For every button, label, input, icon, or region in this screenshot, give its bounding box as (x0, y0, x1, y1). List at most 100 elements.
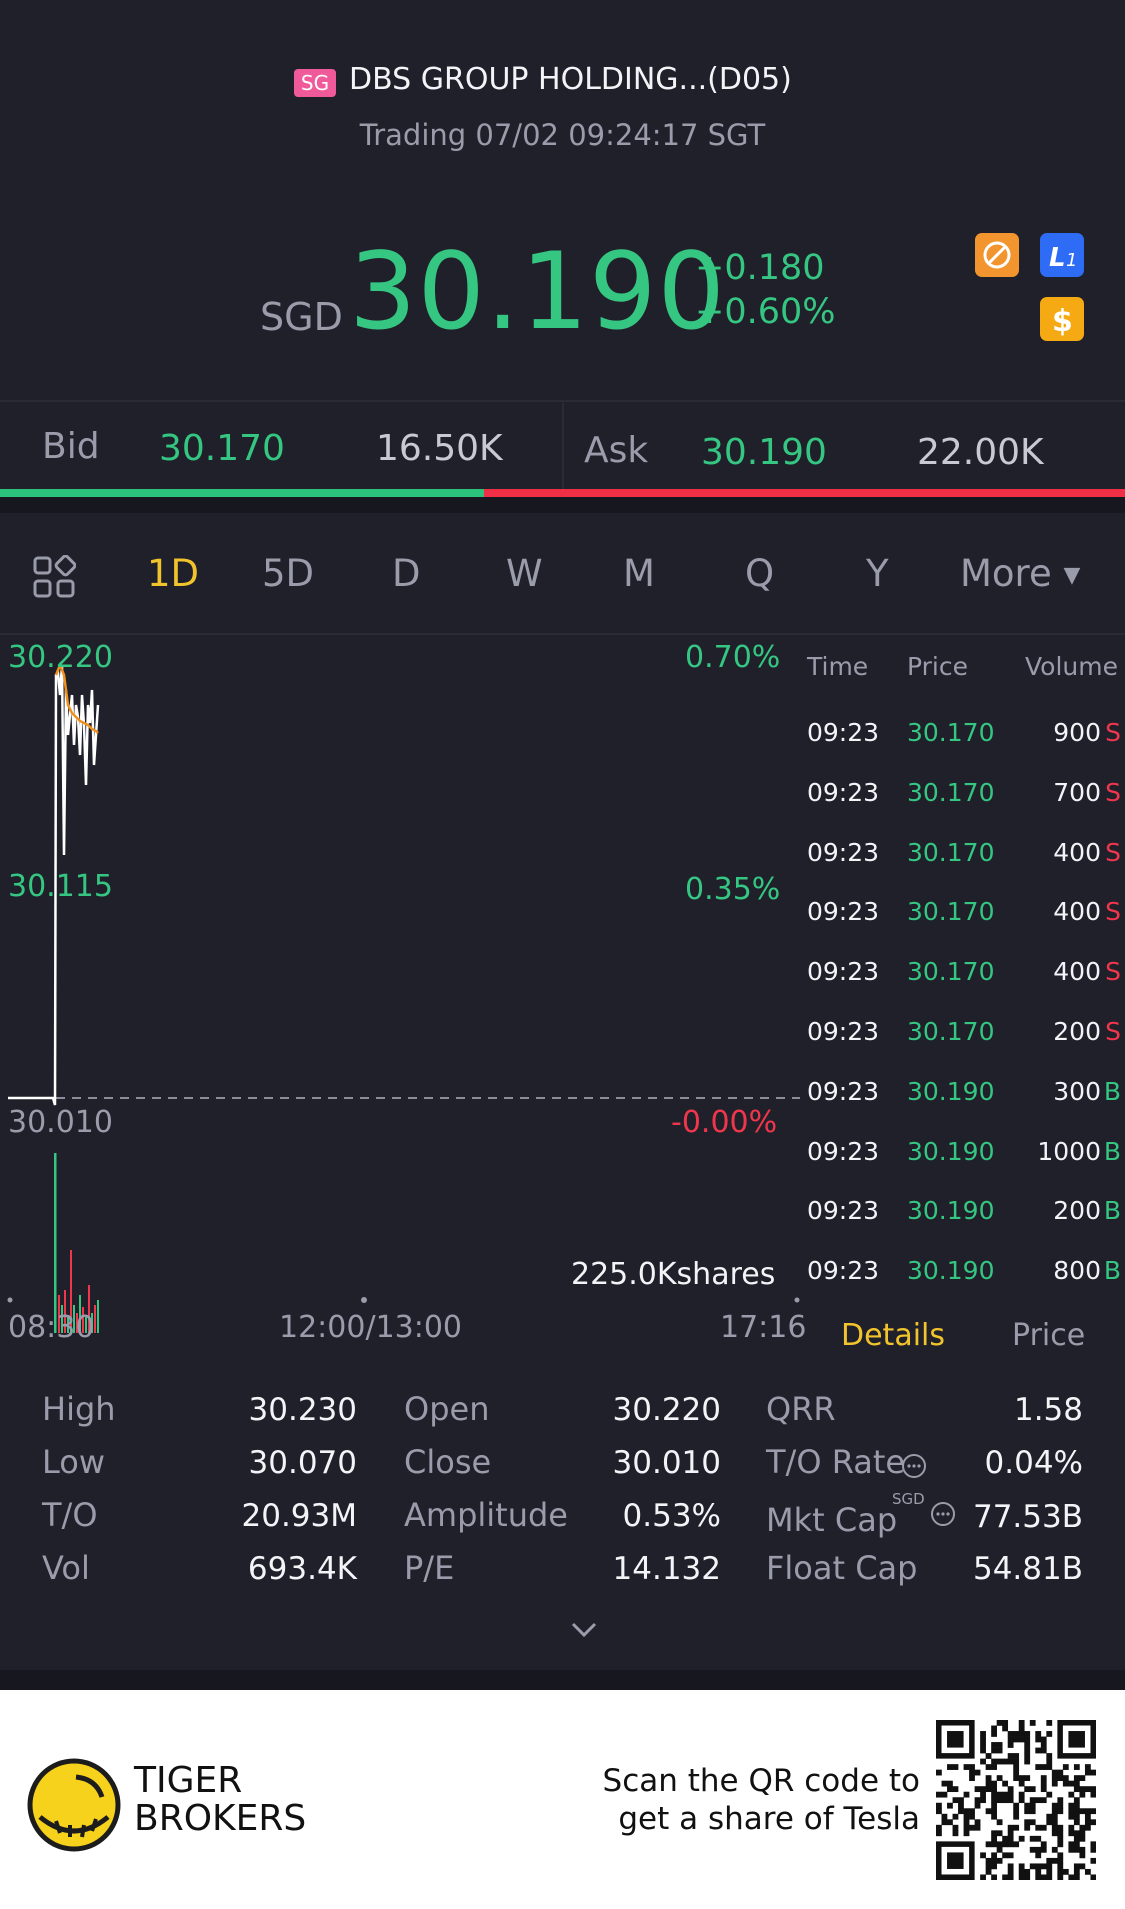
tab-month[interactable]: M (623, 552, 655, 595)
stat-amplitude-value: 0.53% (622, 1498, 721, 1534)
no-short-icon[interactable] (975, 233, 1019, 277)
promo-footer: TIGER BROKERS Scan the QR code to get a … (0, 1690, 1125, 1909)
brand-name: TIGER BROKERS (134, 1762, 306, 1838)
trade-time: 09:23 (807, 1136, 880, 1166)
level1-icon[interactable]: L 1 (1040, 233, 1084, 277)
trade-volume: 900 (1053, 718, 1101, 747)
trade-time: 09:23 (807, 1256, 880, 1286)
promo-text: Scan the QR code to get a share of Tesla (560, 1762, 920, 1838)
trade-side: B (1103, 1256, 1121, 1286)
trade-volume: 700 (1053, 777, 1101, 807)
stock-name[interactable]: DBS GROUP HOLDING...(D05) (349, 62, 792, 97)
trade-side: B (1103, 1076, 1121, 1106)
stat-mktcap-unit: SGD (892, 1490, 925, 1508)
price-axis-mid: 30.115 (8, 869, 113, 904)
stat-torate-value: 0.04% (984, 1445, 1083, 1481)
trades-header-volume: Volume (1025, 652, 1118, 681)
quote-header: SG DBS GROUP HOLDING...(D05) Trading 07/… (0, 0, 1125, 400)
bid-label: Bid (42, 426, 100, 467)
trade-time: 09:23 (807, 1196, 880, 1226)
trade-row: 09:23 30.170 400 S (0, 897, 1125, 957)
market-badge: SG (294, 69, 336, 97)
tab-week[interactable]: W (506, 552, 543, 595)
volume-label: 225.0Kshares (571, 1257, 776, 1292)
trade-row: 09:23 30.170 400 S (0, 957, 1125, 1017)
trades-list[interactable]: 09:23 30.170 900 S 09:23 30.170 700 S 09:23 30.17… (0, 0, 1125, 1330)
tiger-logo-icon (26, 1757, 122, 1853)
stat-vol-value: 693.4K (247, 1551, 357, 1587)
tab-1d[interactable]: 1D (147, 552, 200, 595)
svg-text:L: L (1049, 243, 1066, 273)
stat-open-label: Open (404, 1390, 490, 1428)
time-axis-end: 17:16 (720, 1310, 807, 1345)
stat-close-label: Close (404, 1443, 492, 1481)
tab-year[interactable]: Y (866, 552, 889, 595)
tab-5d[interactable]: 5D (262, 552, 315, 595)
chevron-down-icon[interactable] (568, 1618, 600, 1642)
brand-line-1: TIGER (134, 1760, 243, 1801)
stat-qrr-value: 1.58 (1013, 1392, 1083, 1428)
pct-axis-low: -0.00% (671, 1105, 778, 1140)
info-icon[interactable] (900, 1452, 928, 1480)
tab-price[interactable]: Price (1012, 1318, 1086, 1353)
stat-vol-label: Vol (42, 1549, 90, 1587)
price-axis-low: 30.010 (8, 1105, 113, 1140)
stat-close-value: 30.010 (612, 1445, 721, 1481)
trade-row: 09:23 30.170 400 S (0, 838, 1125, 898)
trade-side: B (1103, 1136, 1121, 1166)
ask-price: 30.190 (701, 432, 827, 473)
stat-floatcap-value: 54.81B (972, 1551, 1083, 1587)
trade-time: 09:23 (807, 957, 880, 987)
trade-side: S (1105, 1017, 1121, 1046)
stat-qrr-label: QRR (766, 1390, 836, 1428)
divider (0, 400, 1125, 402)
trade-time: 09:23 (807, 897, 880, 927)
tab-more[interactable]: More ▼ (960, 552, 1080, 595)
bid-strength-bar (0, 489, 484, 497)
promo-line-1: Scan the QR code to (602, 1763, 920, 1799)
stats-panel: High 30.230 Low 30.070 T/O 20.93M Vol 69… (0, 1370, 1125, 1670)
time-axis-mid: 12:00/13:00 (279, 1310, 463, 1345)
stat-mktcap-label: Mkt Cap (766, 1501, 898, 1539)
stat-to-value: 20.93M (241, 1498, 358, 1534)
dividend-icon[interactable]: $ (1040, 297, 1084, 341)
trade-price: 30.170 (907, 837, 995, 867)
tab-quarter[interactable]: Q (745, 552, 775, 595)
stat-pe-label: P/E (404, 1549, 455, 1587)
bid-size: 16.50K (376, 428, 503, 469)
currency-label: SGD (260, 295, 343, 339)
intraday-chart[interactable]: 30.220 30.115 30.010 0.70% 0.35% -0.00% … (0, 635, 806, 1345)
trade-volume: 400 (1053, 957, 1101, 987)
trade-time: 09:23 (807, 718, 880, 747)
tab-day[interactable]: D (392, 552, 421, 595)
trade-volume: 300 (1053, 1076, 1101, 1106)
section-gap (0, 497, 1125, 513)
trade-price: 30.170 (907, 897, 995, 927)
trade-price: 30.170 (907, 718, 995, 747)
pct-axis-high: 0.70% (685, 640, 781, 675)
ask-size: 22.00K (917, 432, 1044, 473)
pct-axis-mid: 0.35% (685, 872, 781, 907)
trade-time: 09:23 (807, 1076, 880, 1106)
stat-amplitude-label: Amplitude (404, 1496, 568, 1534)
trades-header-price: Price (907, 652, 968, 681)
trades-header-time: Time (807, 652, 869, 681)
trade-volume: 200 (1053, 1196, 1101, 1226)
stat-low-value: 30.070 (248, 1445, 357, 1481)
tab-details[interactable]: Details (841, 1318, 946, 1353)
price-change: +0.180 (695, 248, 825, 288)
trade-volume: 1000 (1037, 1136, 1101, 1166)
trade-time: 09:23 (807, 837, 880, 867)
avg-price-line (54, 661, 99, 734)
trade-side: S (1105, 718, 1121, 747)
section-gap (0, 1670, 1125, 1690)
trade-side: B (1103, 1196, 1121, 1226)
stat-open-value: 30.220 (612, 1392, 721, 1428)
trade-row: 09:23 30.170 200 S (0, 1017, 1125, 1077)
stat-to-label: T/O (42, 1496, 98, 1534)
promo-line-2: get a share of Tesla (618, 1801, 920, 1837)
brand-line-2: BROKERS (134, 1798, 307, 1839)
layout-grid-icon[interactable] (32, 554, 77, 599)
info-icon[interactable] (929, 1500, 957, 1528)
qr-code[interactable] (936, 1720, 1097, 1881)
